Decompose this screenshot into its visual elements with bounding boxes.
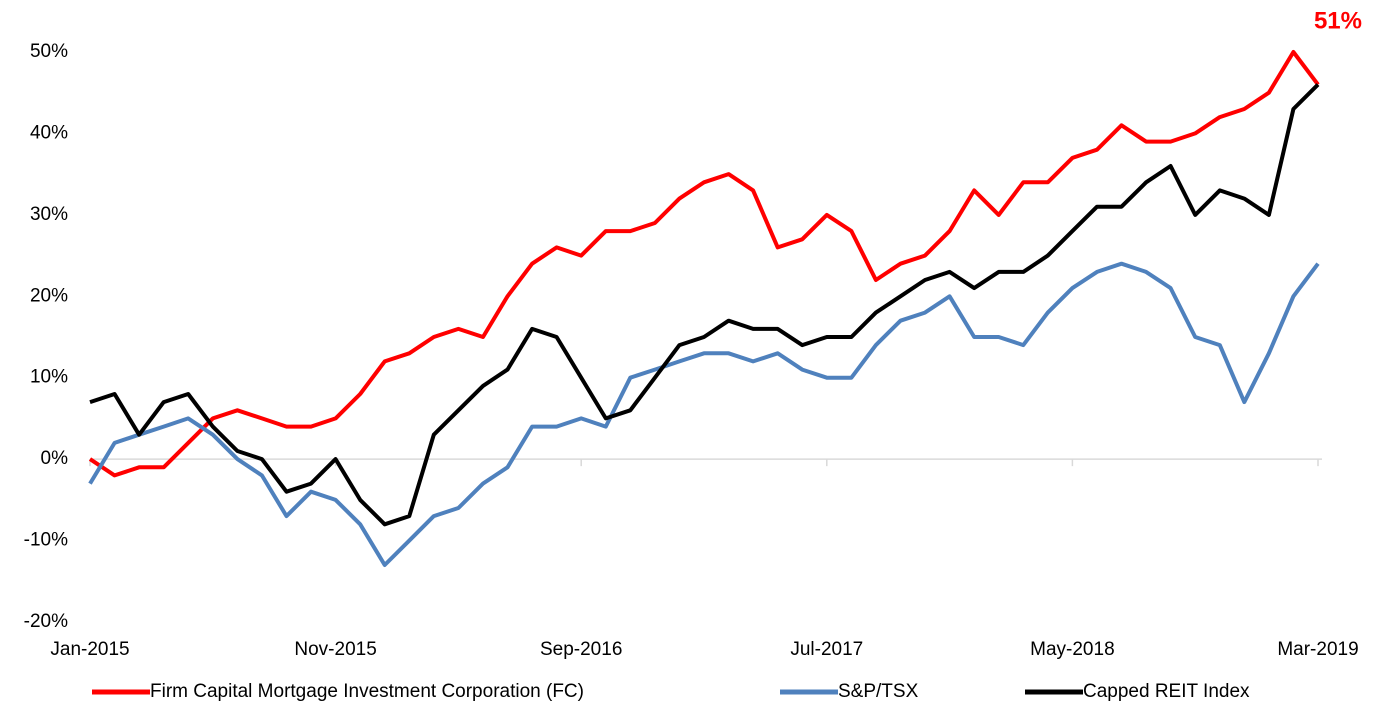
y-tick-label: -10% (24, 530, 68, 551)
y-tick-label: 30% (30, 204, 68, 225)
y-tick-label: 20% (30, 285, 68, 306)
y-tick-label: 10% (30, 367, 68, 388)
y-tick-label: 50% (30, 41, 68, 62)
x-tick-label: Sep-2016 (540, 639, 622, 660)
legend-label: Firm Capital Mortgage Investment Corpora… (150, 681, 584, 702)
x-tick-label: Nov-2015 (294, 639, 376, 660)
series-line (88, 50, 1320, 478)
x-tick-label: May-2018 (1030, 639, 1115, 660)
y-tick-label: -20% (24, 611, 68, 632)
y-tick-label: 40% (30, 122, 68, 143)
x-tick-label: Jan-2015 (50, 639, 129, 660)
y-tick-label: 0% (41, 448, 69, 469)
legend-label: S&P/TSX (838, 681, 919, 702)
series-line (88, 261, 1320, 567)
series-line (89, 83, 1320, 527)
x-tick-label: Jul-2017 (790, 639, 863, 660)
x-tick-label: Mar-2019 (1277, 639, 1358, 660)
annotation: 51% (1314, 7, 1362, 34)
legend-label: Capped REIT Index (1083, 681, 1250, 702)
